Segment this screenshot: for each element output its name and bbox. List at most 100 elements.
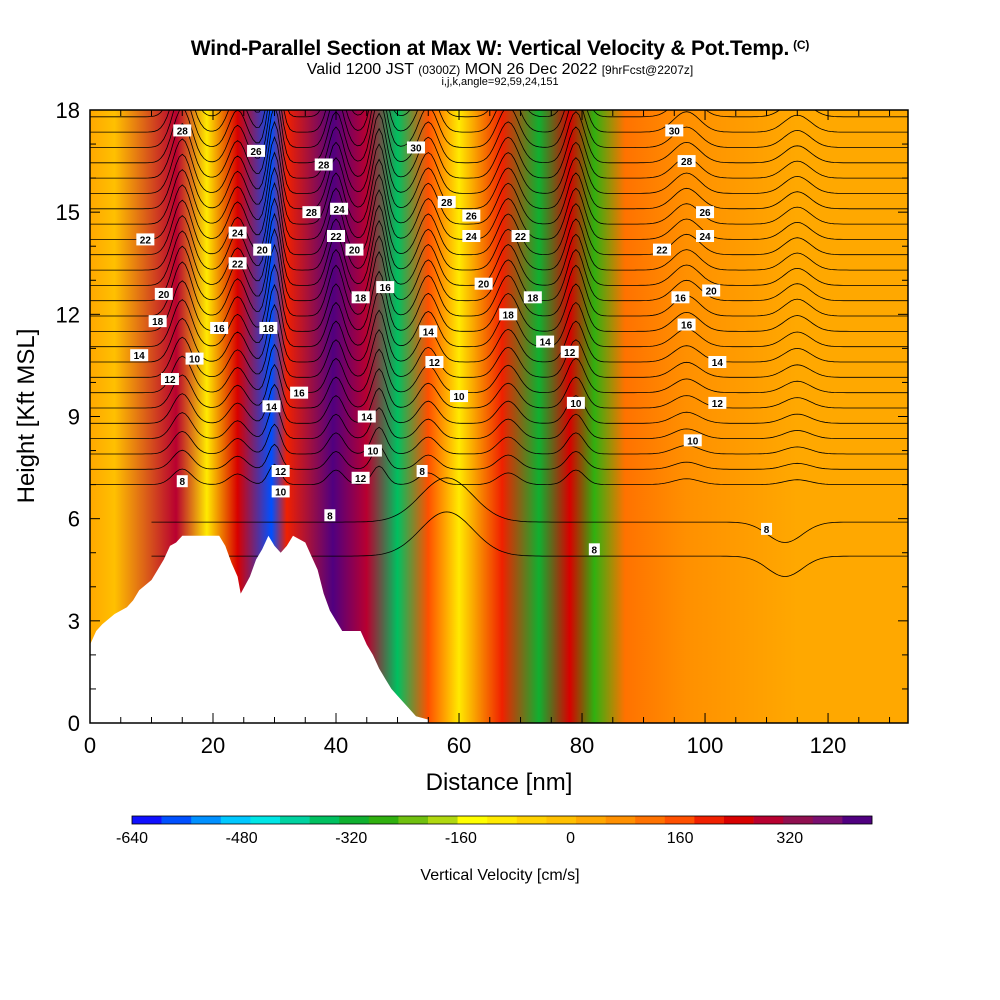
contour-label: 12 xyxy=(560,345,579,359)
contour-label: 14 xyxy=(262,400,281,413)
colorbar-swatch xyxy=(635,816,666,824)
svg-text:8: 8 xyxy=(764,525,770,536)
svg-text:14: 14 xyxy=(423,327,435,338)
svg-text:12: 12 xyxy=(275,467,287,478)
svg-text:8: 8 xyxy=(179,477,185,488)
colorbar-tick-label: 320 xyxy=(776,830,803,847)
svg-text:10: 10 xyxy=(367,447,379,458)
svg-text:30: 30 xyxy=(410,143,422,154)
theta-contour-line xyxy=(90,423,908,455)
contour-label: 18 xyxy=(259,321,278,335)
theta-contour-line xyxy=(90,110,908,133)
svg-text:14: 14 xyxy=(134,351,146,362)
theta-contour-line xyxy=(90,136,908,210)
contour-label: 8 xyxy=(176,475,188,488)
svg-text:20: 20 xyxy=(257,246,269,257)
colorbar-swatch xyxy=(487,816,518,824)
theta-contour-line xyxy=(151,477,908,543)
contour-label: 28 xyxy=(677,155,696,168)
contour-label: 28 xyxy=(437,195,456,209)
y-tick-label: 18 xyxy=(56,98,80,123)
colorbar-swatch xyxy=(576,816,606,824)
x-axis: 0 20 40 60 80 100 120 xyxy=(84,110,891,758)
theta-contour-line xyxy=(90,263,908,332)
svg-text:18: 18 xyxy=(263,324,275,335)
x-tick-label: 60 xyxy=(447,733,471,758)
y-tick-label: 3 xyxy=(68,609,80,634)
contour-label: 26 xyxy=(696,206,715,219)
colorbar-swatch xyxy=(250,816,281,824)
colorbar-swatch xyxy=(605,816,636,824)
contour-label: 20 xyxy=(345,243,364,257)
contour-label: 14 xyxy=(357,410,376,424)
svg-text:12: 12 xyxy=(429,358,441,369)
x-axis-title: Distance [nm] xyxy=(426,769,573,796)
contour-label: 12 xyxy=(160,373,179,386)
contour-label: 8 xyxy=(324,509,336,522)
contour-label: 22 xyxy=(327,230,346,243)
theta-contour-line xyxy=(90,403,908,440)
svg-text:14: 14 xyxy=(266,402,278,413)
colorbar-swatch xyxy=(161,816,192,824)
theta-contour-line xyxy=(90,93,908,102)
contour-label: 24 xyxy=(462,230,481,243)
contour-label: 16 xyxy=(290,386,309,400)
colorbar-swatch xyxy=(398,816,429,824)
theta-contour-line xyxy=(90,212,908,286)
svg-text:28: 28 xyxy=(318,160,330,171)
theta-contour-line xyxy=(90,228,908,302)
svg-text:28: 28 xyxy=(681,157,693,168)
contour-label: 16 xyxy=(210,321,229,335)
contour-label: 24 xyxy=(228,226,247,240)
x-tick-label: 100 xyxy=(687,733,724,758)
svg-text:14: 14 xyxy=(361,413,373,424)
contour-label: 10 xyxy=(683,434,702,447)
contour-labels: 28 26 28 30 30 28 28 26 28 24 26 22 24 22 20 22 20 24 22 24… xyxy=(130,124,773,556)
svg-text:8: 8 xyxy=(327,511,333,522)
colorbar-swatch xyxy=(309,816,340,824)
chart-title: Wind-Parallel Section at Max W: Vertical… xyxy=(190,37,810,60)
svg-text:28: 28 xyxy=(177,126,189,137)
terrain xyxy=(90,535,429,723)
colorbar-swatch xyxy=(753,816,784,824)
x-tick-label: 0 xyxy=(84,733,96,758)
colorbar-tick-label: -640 xyxy=(116,830,148,847)
svg-text:12: 12 xyxy=(564,348,576,359)
y-tick-label: 6 xyxy=(68,507,80,532)
contour-label: 18 xyxy=(499,308,518,321)
copyright-mark: (C) xyxy=(793,38,810,52)
contour-label: 14 xyxy=(130,349,149,362)
svg-text:12: 12 xyxy=(355,474,367,485)
colorbar-title: Vertical Velocity [cm/s] xyxy=(420,867,579,884)
svg-text:10: 10 xyxy=(453,392,465,403)
svg-text:16: 16 xyxy=(675,293,687,304)
contour-label: 8 xyxy=(416,464,428,478)
svg-text:12: 12 xyxy=(712,399,724,410)
svg-text:20: 20 xyxy=(158,290,170,301)
theta-contour-line xyxy=(90,243,908,317)
contour-label: 22 xyxy=(652,243,671,257)
contour-label: 24 xyxy=(696,230,715,243)
y-axis-title: Height [Kft MSL] xyxy=(13,329,40,504)
contour-label: 20 xyxy=(154,287,173,301)
theta-contour-line xyxy=(90,166,908,240)
colorbar: -640 -480 -320 -160 0 160 320 xyxy=(116,815,873,847)
contour-label: 14 xyxy=(708,356,727,369)
theta-contour-line xyxy=(90,443,908,470)
colorbar-swatch xyxy=(516,816,547,824)
contour-label: 18 xyxy=(523,291,542,304)
svg-text:22: 22 xyxy=(140,235,152,246)
contour-label: 18 xyxy=(148,315,167,328)
contour-label: 30 xyxy=(406,141,425,154)
y-tick-label: 0 xyxy=(68,711,80,736)
svg-text:16: 16 xyxy=(294,389,306,400)
svg-text:20: 20 xyxy=(706,286,718,297)
theta-contour-line xyxy=(90,363,908,409)
contour-label: 10 xyxy=(271,485,290,498)
theta-contour-line xyxy=(90,323,908,378)
svg-text:18: 18 xyxy=(503,310,515,321)
x-tick-label: 40 xyxy=(324,733,348,758)
y-tick-label: 15 xyxy=(56,200,80,225)
svg-text:22: 22 xyxy=(656,246,668,257)
